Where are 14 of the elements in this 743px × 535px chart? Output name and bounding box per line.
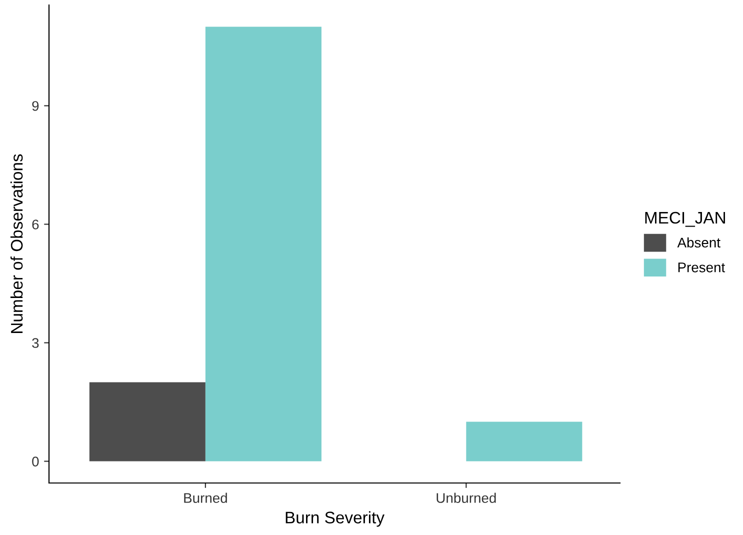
legend-label: Present: [678, 262, 726, 272]
y-tick-label: 3: [32, 338, 39, 348]
bar: [466, 422, 582, 462]
legend-title: MECI_JAN: [645, 212, 725, 227]
legend-label: Absent: [677, 237, 720, 248]
x-tick-label: Unburned: [436, 492, 496, 503]
y-axis-title: Number of Observations: [10, 154, 23, 333]
y-tick-label: 6: [32, 220, 39, 230]
x-tick-label: Burned: [184, 492, 227, 503]
x-axis-title: Burn Severity: [286, 511, 384, 527]
y-tick-label: 0: [32, 456, 39, 466]
bar: [89, 382, 206, 462]
bar: [205, 26, 322, 462]
y-tick-label: 9: [32, 101, 39, 111]
